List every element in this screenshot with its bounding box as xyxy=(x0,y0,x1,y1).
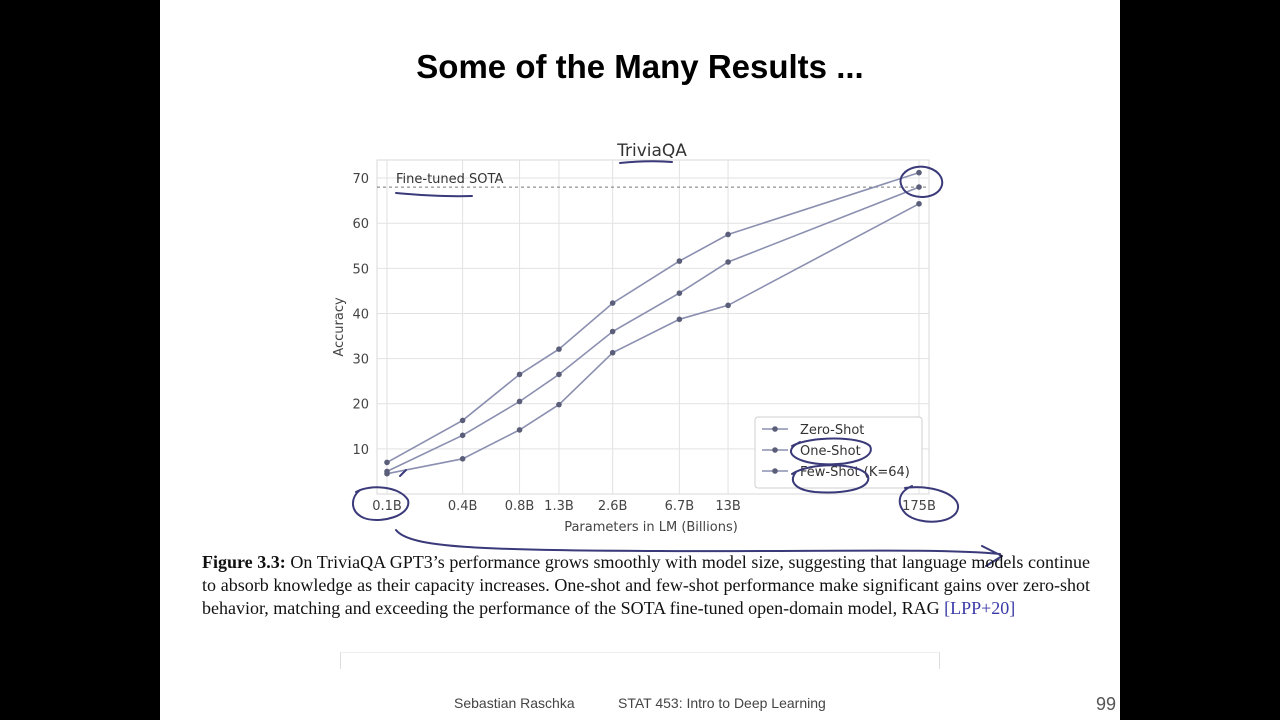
legend-box xyxy=(754,416,923,489)
data-point xyxy=(516,427,523,433)
legend-label: Zero-Shot xyxy=(800,423,864,438)
y-axis-label: Accuracy xyxy=(332,297,347,357)
faint-frame xyxy=(340,652,940,669)
y-tick-label: 60 xyxy=(352,217,369,232)
citation-link[interactable]: [LPP+20] xyxy=(944,598,1016,618)
x-tick-label: 175B xyxy=(902,499,936,514)
legend: Zero-Shot One-Shot Few-Shot (K=64) xyxy=(754,416,923,489)
legend-items: Zero-Shot One-Shot Few-Shot (K=64) xyxy=(762,423,910,480)
data-point xyxy=(609,328,616,335)
x-tick-label: 2.6B xyxy=(598,499,628,514)
x-tick-labels: 0.1B 0.4B 0.8B 1.3B 2.6B 6.7B 13B 175B xyxy=(372,499,936,514)
footer-author: Sebastian Raschka xyxy=(454,695,575,711)
y-tick-label: 10 xyxy=(352,443,369,458)
data-point xyxy=(725,259,731,265)
x-tick-label: 6.7B xyxy=(665,499,695,514)
series-line xyxy=(386,171,920,464)
figure-label: Figure 3.3: xyxy=(202,552,286,572)
data-point xyxy=(676,316,683,323)
legend-marker xyxy=(772,447,778,453)
series-2 xyxy=(384,169,922,466)
x-tick-label: 1.3B xyxy=(544,499,574,514)
y-tick-labels: 10 20 30 40 50 60 70 xyxy=(352,172,369,458)
y-tick-label: 20 xyxy=(352,398,369,413)
chart-title: TriviaQA xyxy=(616,141,687,161)
series-1 xyxy=(384,184,922,475)
x-tick-label: 13B xyxy=(715,499,740,514)
data-point xyxy=(916,169,922,176)
x-tick-label: 0.8B xyxy=(505,499,535,514)
data-point xyxy=(516,371,523,378)
sota-label: Fine-tuned SOTA xyxy=(396,172,503,187)
circle-175b-top xyxy=(899,165,944,198)
grid-layer xyxy=(377,160,929,494)
circle-one-shot xyxy=(789,437,872,466)
caption-text: On TriviaQA GPT3’s performance grows smo… xyxy=(202,552,1091,618)
legend-marker xyxy=(772,426,778,432)
data-point xyxy=(516,398,523,405)
x-tick-label: 0.4B xyxy=(448,499,478,514)
sota-underline xyxy=(395,192,473,198)
legend-marker xyxy=(772,468,778,474)
plot-area xyxy=(376,159,930,495)
y-tick-label: 30 xyxy=(352,353,369,368)
circle-175b xyxy=(898,485,960,523)
page-number: 99 xyxy=(1095,694,1116,714)
y-tick-label: 40 xyxy=(352,307,369,322)
series-line xyxy=(386,186,920,473)
data-point xyxy=(459,455,466,462)
data-point xyxy=(676,290,683,296)
series-layer xyxy=(384,169,922,477)
data-point xyxy=(916,200,922,207)
circle-0-1b xyxy=(352,486,410,521)
data-point xyxy=(609,300,616,306)
data-point xyxy=(676,258,683,264)
y-tick-label: 70 xyxy=(352,172,369,187)
data-point xyxy=(609,349,616,356)
slide: Some of the Many Results ... TriviaQA Fi… xyxy=(160,0,1120,720)
slide-title: Some of the Many Results ... xyxy=(416,48,864,85)
x-tick-label: 0.1B xyxy=(372,499,402,514)
tick-scribble xyxy=(399,469,407,477)
data-point xyxy=(725,302,731,309)
data-point xyxy=(725,231,731,238)
figure-caption: Figure 3.3: On TriviaQA GPT3’s performan… xyxy=(202,551,1090,620)
circle-few-shot xyxy=(791,464,870,494)
arrow-curve xyxy=(395,529,1003,567)
x-axis-label: Parameters in LM (Billions) xyxy=(564,520,738,535)
reference-layer: Fine-tuned SOTA xyxy=(377,172,929,188)
data-point xyxy=(556,401,562,408)
data-point xyxy=(384,459,390,466)
data-point xyxy=(384,468,390,475)
footer-course: STAT 453: Intro to Deep Learning xyxy=(618,695,826,711)
data-point xyxy=(459,417,466,424)
trivia-qa-chart: TriviaQA Fine-tuned SOTA 10203040506070 … xyxy=(332,141,1003,567)
data-point xyxy=(459,432,466,439)
series-line xyxy=(386,203,920,475)
y-tick-label: 50 xyxy=(352,262,369,277)
data-point xyxy=(916,184,922,190)
handwritten-annotations xyxy=(352,160,1003,567)
legend-label: One-Shot xyxy=(800,444,861,459)
title-underline xyxy=(619,160,673,164)
data-point xyxy=(556,346,562,352)
data-point xyxy=(556,371,562,378)
legend-label: Few-Shot (K=64) xyxy=(800,465,910,480)
